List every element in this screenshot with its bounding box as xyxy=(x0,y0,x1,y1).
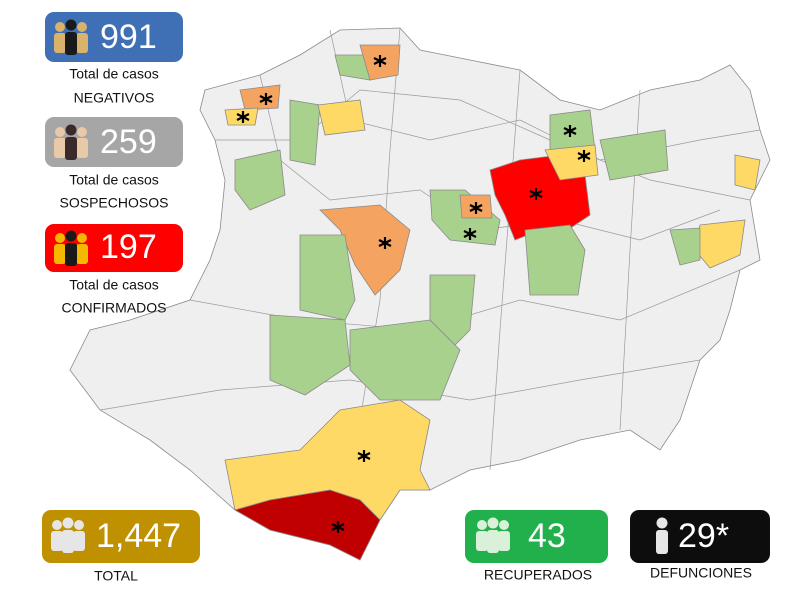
stat-sospechosos: 259 Total de casos SOSPECHOSOS xyxy=(45,117,183,211)
stat-label: DEFUNCIONES xyxy=(650,565,752,581)
regions xyxy=(224,44,761,561)
people-icon xyxy=(54,124,88,160)
stat-label: RECUPERADOS xyxy=(484,567,592,583)
map xyxy=(69,27,771,561)
stat-value: 1,447 xyxy=(96,517,181,555)
stat-value: 259 xyxy=(100,123,157,161)
asterisks xyxy=(236,55,591,533)
person-icon xyxy=(656,517,668,554)
stat-label: CONFIRMADOS xyxy=(62,300,167,316)
people-icon xyxy=(51,517,85,553)
total-box: 1,447 TOTAL xyxy=(42,510,200,584)
defunciones-box: 29* DEFUNCIONES xyxy=(630,510,770,581)
stat-confirmados: 197 Total de casos CONFIRMADOS xyxy=(45,224,183,316)
recuperados-box: 43 RECUPERADOS xyxy=(465,510,608,583)
stat-label: Total de casos xyxy=(69,277,159,293)
stat-label: SOSPECHOSOS xyxy=(60,195,169,211)
stat-value: 197 xyxy=(100,228,157,266)
people-icon xyxy=(476,517,510,553)
stat-value: 43 xyxy=(528,517,566,555)
stat-label: Total de casos xyxy=(69,66,159,82)
stat-label: NEGATIVOS xyxy=(74,90,155,106)
stat-label: Total de casos xyxy=(69,172,159,188)
stat-negativos: 991 Total de casos NEGATIVOS xyxy=(45,12,183,106)
stat-label: TOTAL xyxy=(94,568,138,584)
people-icon xyxy=(54,19,88,55)
stat-value: 991 xyxy=(100,18,157,56)
people-icon xyxy=(54,230,88,266)
stat-value: 29* xyxy=(678,517,729,555)
